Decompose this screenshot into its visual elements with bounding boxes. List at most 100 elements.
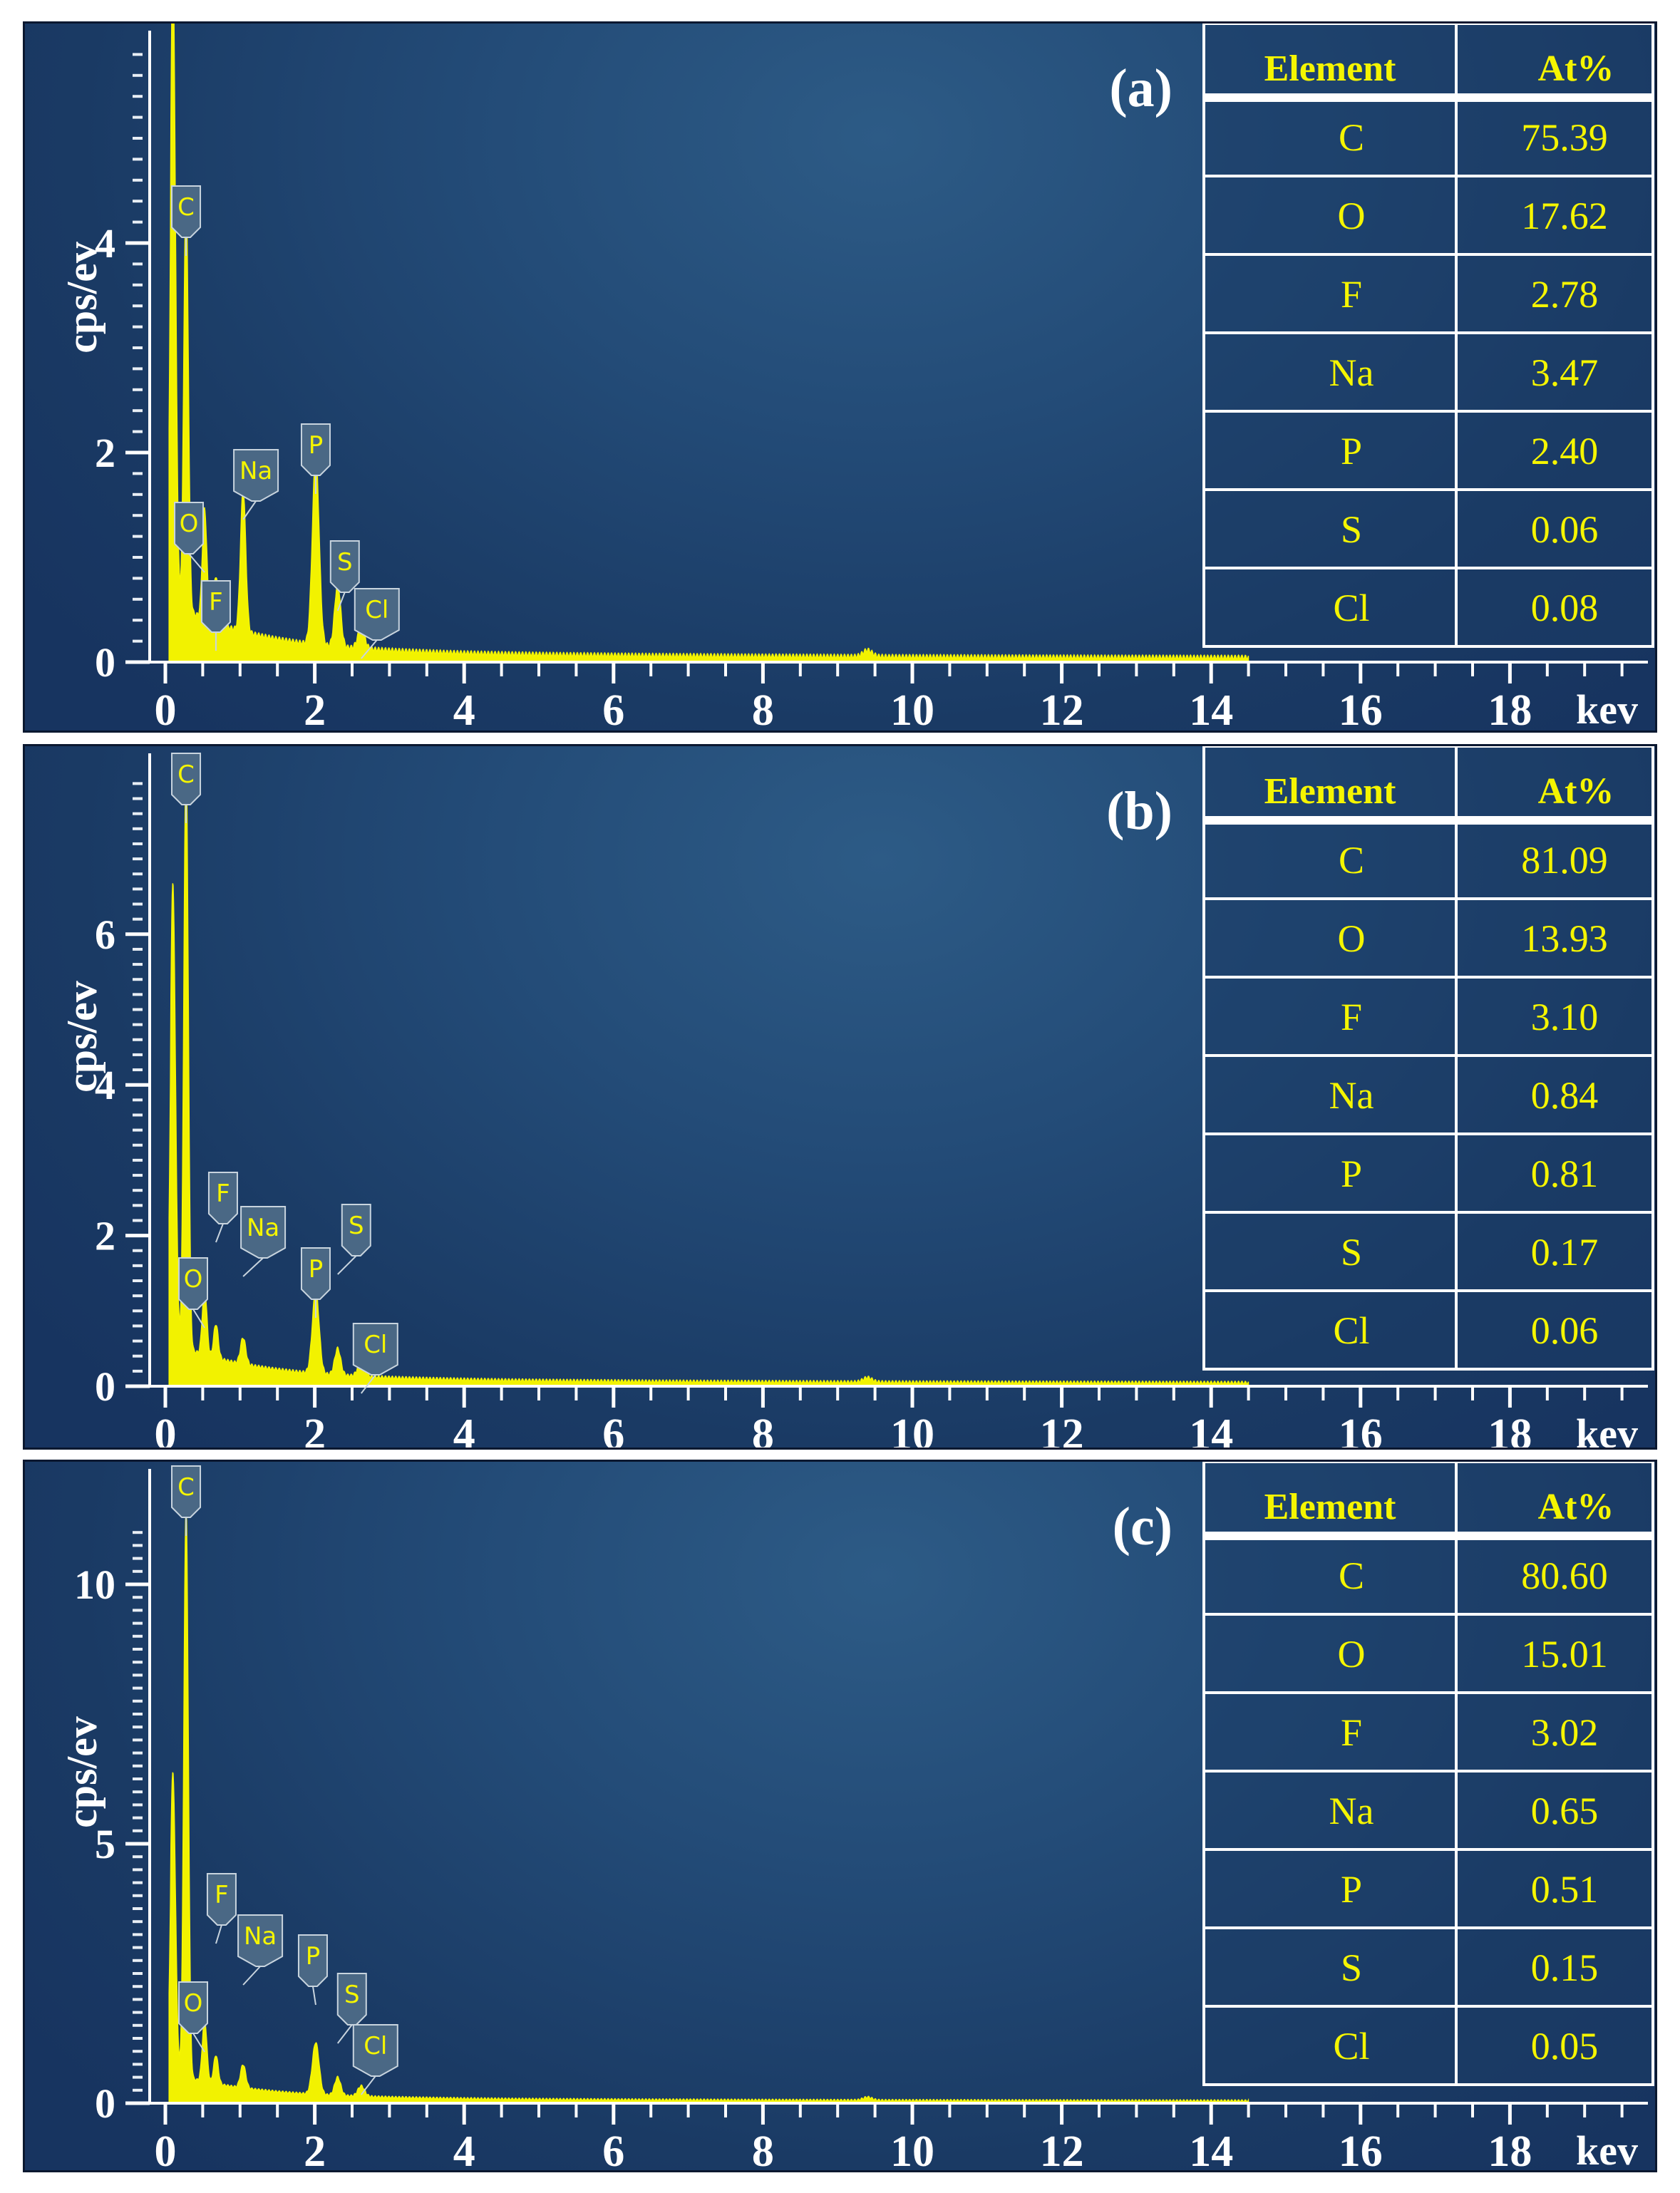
peak-label-pointer [242, 1257, 264, 1277]
peak-label-box [178, 1257, 209, 1310]
y-tick-label: 2 [95, 430, 115, 476]
x-tick-label: 14 [1189, 2127, 1233, 2170]
table-cell-at: 3.47 [1531, 351, 1599, 394]
y-axis-title: cps/ev [58, 1716, 105, 1828]
peak-label-text: S [337, 548, 353, 577]
y-tick-label: 0 [95, 639, 115, 686]
peak-label-pointer [336, 2024, 353, 2044]
peak-label-text: Na [239, 457, 272, 485]
axes-0 [125, 31, 1648, 683]
peak-label-pointer [242, 500, 257, 520]
peak-label-box [233, 449, 279, 502]
x-tick-label: 14 [1189, 1410, 1233, 1448]
x-tick-label: 2 [304, 1410, 326, 1448]
table-cell-at: 0.06 [1531, 1309, 1599, 1352]
table-cell-element: F [1341, 1711, 1362, 1754]
peak-label-O: O [174, 502, 205, 573]
peak-label-box [174, 502, 205, 554]
peak-label-P: P [300, 1247, 331, 1318]
peak-label-box [171, 753, 202, 805]
composition-table: Element At% C 80.60 O 15.01 F 3.02 Na 0.65 P 0.51 S 0… [1202, 1462, 1654, 2086]
table-cell-element: P [1341, 430, 1362, 473]
table-cell-element: Na [1329, 1074, 1374, 1117]
table-cell-at: 0.08 [1531, 587, 1599, 629]
x-tick-label: 6 [602, 1410, 624, 1448]
peak-label-text: P [309, 431, 324, 460]
peak-label-Na: Na [240, 1206, 287, 1277]
x-tick-label: 10 [890, 2127, 934, 2170]
y-tick-label: 0 [95, 2080, 115, 2127]
peak-label-pointer [192, 2033, 205, 2053]
peak-label-Na: Na [233, 449, 279, 520]
peak-label-pointer [215, 1924, 222, 1944]
x-tick-label: 16 [1339, 686, 1383, 731]
y-axis-title: cps/ev [58, 981, 105, 1093]
peak-label-pointer [242, 1966, 261, 1986]
peak-label-box [207, 1172, 238, 1224]
y-tick-label: 5 [95, 1821, 115, 1867]
table-cell-at: 0.06 [1531, 508, 1599, 551]
table-cell-at: 2.40 [1531, 430, 1599, 473]
spectrum-area [168, 1506, 1249, 2104]
peak-label-C: C [171, 753, 202, 823]
table-cell-element: F [1341, 273, 1362, 316]
y-tick-label: 6 [95, 912, 115, 958]
x-tick-label: 18 [1488, 2127, 1532, 2170]
table-cell-at: 13.93 [1521, 917, 1608, 960]
y-tick-label: 4 [95, 1062, 115, 1108]
peak-label-box [171, 1465, 202, 1518]
table-cell-at: 15.01 [1521, 1633, 1608, 1676]
table-cell-element: Cl [1333, 587, 1369, 629]
x-tick-label: 12 [1040, 686, 1084, 731]
peak-label-C: C [171, 1465, 202, 1536]
table-cell-element: C [1339, 116, 1364, 159]
table-cell-element: S [1341, 508, 1362, 551]
peak-label-box [341, 1204, 371, 1257]
x-unit-label: kev [1576, 686, 1638, 731]
x-tick-label: 10 [890, 686, 934, 731]
peak-label-text: S [349, 1212, 364, 1240]
x-tick-label: 4 [453, 2127, 475, 2170]
table-cell-at: 0.51 [1531, 1868, 1599, 1911]
peak-label-Na: Na [237, 1914, 284, 1986]
table-cell-element: P [1341, 1152, 1362, 1195]
x-tick-label: 8 [752, 2127, 774, 2170]
table-cell-element: Na [1329, 351, 1374, 394]
peak-label-pointer [336, 592, 346, 612]
peak-label-box [352, 2024, 398, 2077]
peak-label-S: S [337, 1204, 371, 1275]
x-tick-label: 4 [453, 686, 475, 731]
panel-letter: (b) [1106, 781, 1173, 841]
x-tick-label: 4 [453, 1410, 475, 1448]
peak-label-box [352, 1323, 398, 1376]
x-tick-label: 0 [155, 1410, 177, 1448]
table-cell-element: F [1341, 996, 1362, 1038]
peak-label-pointer [337, 1255, 357, 1275]
x-tick-label: 8 [752, 686, 774, 731]
table-cell-at: 0.65 [1531, 1790, 1599, 1832]
y-tick-label: 2 [95, 1213, 115, 1259]
table-cell-element: O [1338, 195, 1366, 237]
axes-2 [125, 1469, 1648, 2125]
peak-label-Cl: Cl [354, 588, 400, 659]
peak-label-Cl: Cl [352, 1323, 398, 1394]
peak-label-O: O [178, 1257, 209, 1328]
x-tick-label: 12 [1040, 2127, 1084, 2170]
table-frame [1202, 24, 1654, 648]
spectrum-area [168, 760, 1249, 1387]
x-tick-label: 10 [890, 1410, 934, 1448]
x-tick-label: 0 [155, 2127, 177, 2170]
peak-label-F: F [207, 1172, 238, 1243]
peak-label-text: Cl [364, 2032, 387, 2060]
peak-label-box [178, 1981, 209, 2034]
x-tick-label: 6 [602, 2127, 624, 2170]
panel-letter: (c) [1113, 1497, 1173, 1557]
eds-panel-b: 0 2 4 6 0 2 4 6 8 10 12 14 16 18 kev cps/ev C O F Na P S Cl (b)… [23, 744, 1657, 1450]
table-cell-element: S [1341, 1231, 1362, 1274]
table-cell-at: 75.39 [1521, 116, 1608, 159]
table-cell-element: P [1341, 1868, 1362, 1911]
composition-table: Element At% C 81.09 O 13.93 F 3.10 Na 0.84 P 0.81 S 0… [1202, 746, 1654, 1371]
peak-label-text: Cl [364, 1331, 387, 1359]
table-header-element: Element [1264, 48, 1397, 89]
